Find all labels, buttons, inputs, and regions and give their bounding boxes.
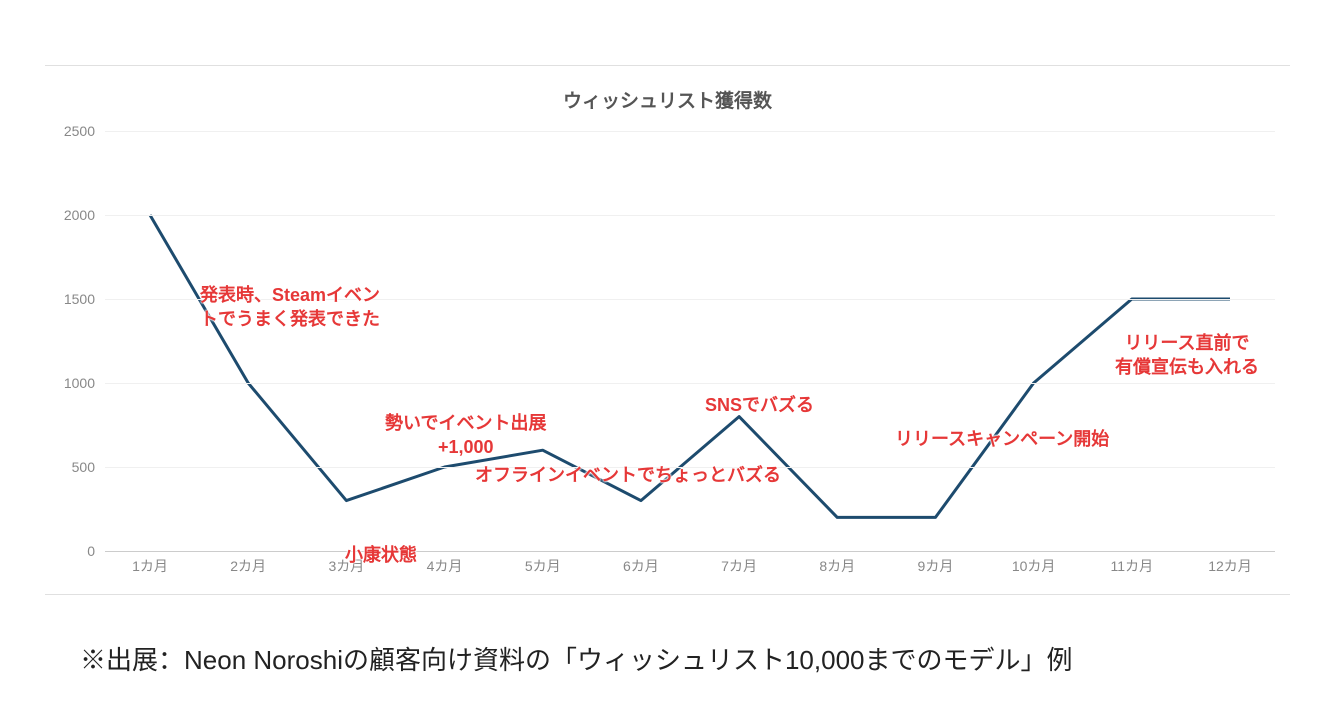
x-tick-label: 8カ月 (819, 556, 855, 576)
line-chart-svg (105, 131, 1275, 551)
x-tick-label: 4カ月 (427, 556, 463, 576)
y-tick-label: 500 (72, 459, 95, 475)
y-tick-label: 2000 (64, 207, 95, 223)
y-tick-label: 1000 (64, 375, 95, 391)
chart-annotation: オフラインイベントでちょっとバズる (475, 463, 781, 487)
chart-annotation: 小康状態 (345, 543, 417, 567)
x-tick-label: 6カ月 (623, 556, 659, 576)
footnote: ※出展：Neon Noroshiの顧客向け資料の「ウィッシュリスト10,000ま… (80, 640, 1073, 677)
chart-annotation: 発表時、Steamイベントでうまく発表できた (200, 283, 380, 332)
x-tick-label: 7カ月 (721, 556, 757, 576)
x-tick-label: 5カ月 (525, 556, 561, 576)
y-tick-label: 0 (87, 543, 95, 559)
x-tick-label: 12カ月 (1208, 556, 1252, 576)
chart-annotation: リリース直前で有償宣伝も入れる (1115, 331, 1259, 380)
x-tick-label: 10カ月 (1012, 556, 1056, 576)
chart-container: ウィッシュリスト獲得数 050010001500200025001カ月2カ月3カ… (45, 65, 1290, 595)
chart-annotation: 勢いでイベント出展+1,000 (385, 411, 546, 460)
chart-title: ウィッシュリスト獲得数 (45, 86, 1290, 113)
grid-line (105, 215, 1275, 216)
x-tick-label: 1カ月 (132, 556, 168, 576)
x-axis-line (105, 551, 1275, 552)
chart-annotation: リリースキャンペーン開始 (895, 427, 1109, 451)
chart-annotation: SNSでバズる (705, 393, 814, 417)
y-tick-label: 2500 (64, 123, 95, 139)
x-tick-label: 2カ月 (230, 556, 266, 576)
grid-line (105, 131, 1275, 132)
plot-area: 050010001500200025001カ月2カ月3カ月4カ月5カ月6カ月7カ… (105, 131, 1275, 551)
x-tick-label: 11カ月 (1111, 556, 1154, 576)
grid-line (105, 383, 1275, 384)
x-tick-label: 9カ月 (918, 556, 954, 576)
y-tick-label: 1500 (64, 291, 95, 307)
